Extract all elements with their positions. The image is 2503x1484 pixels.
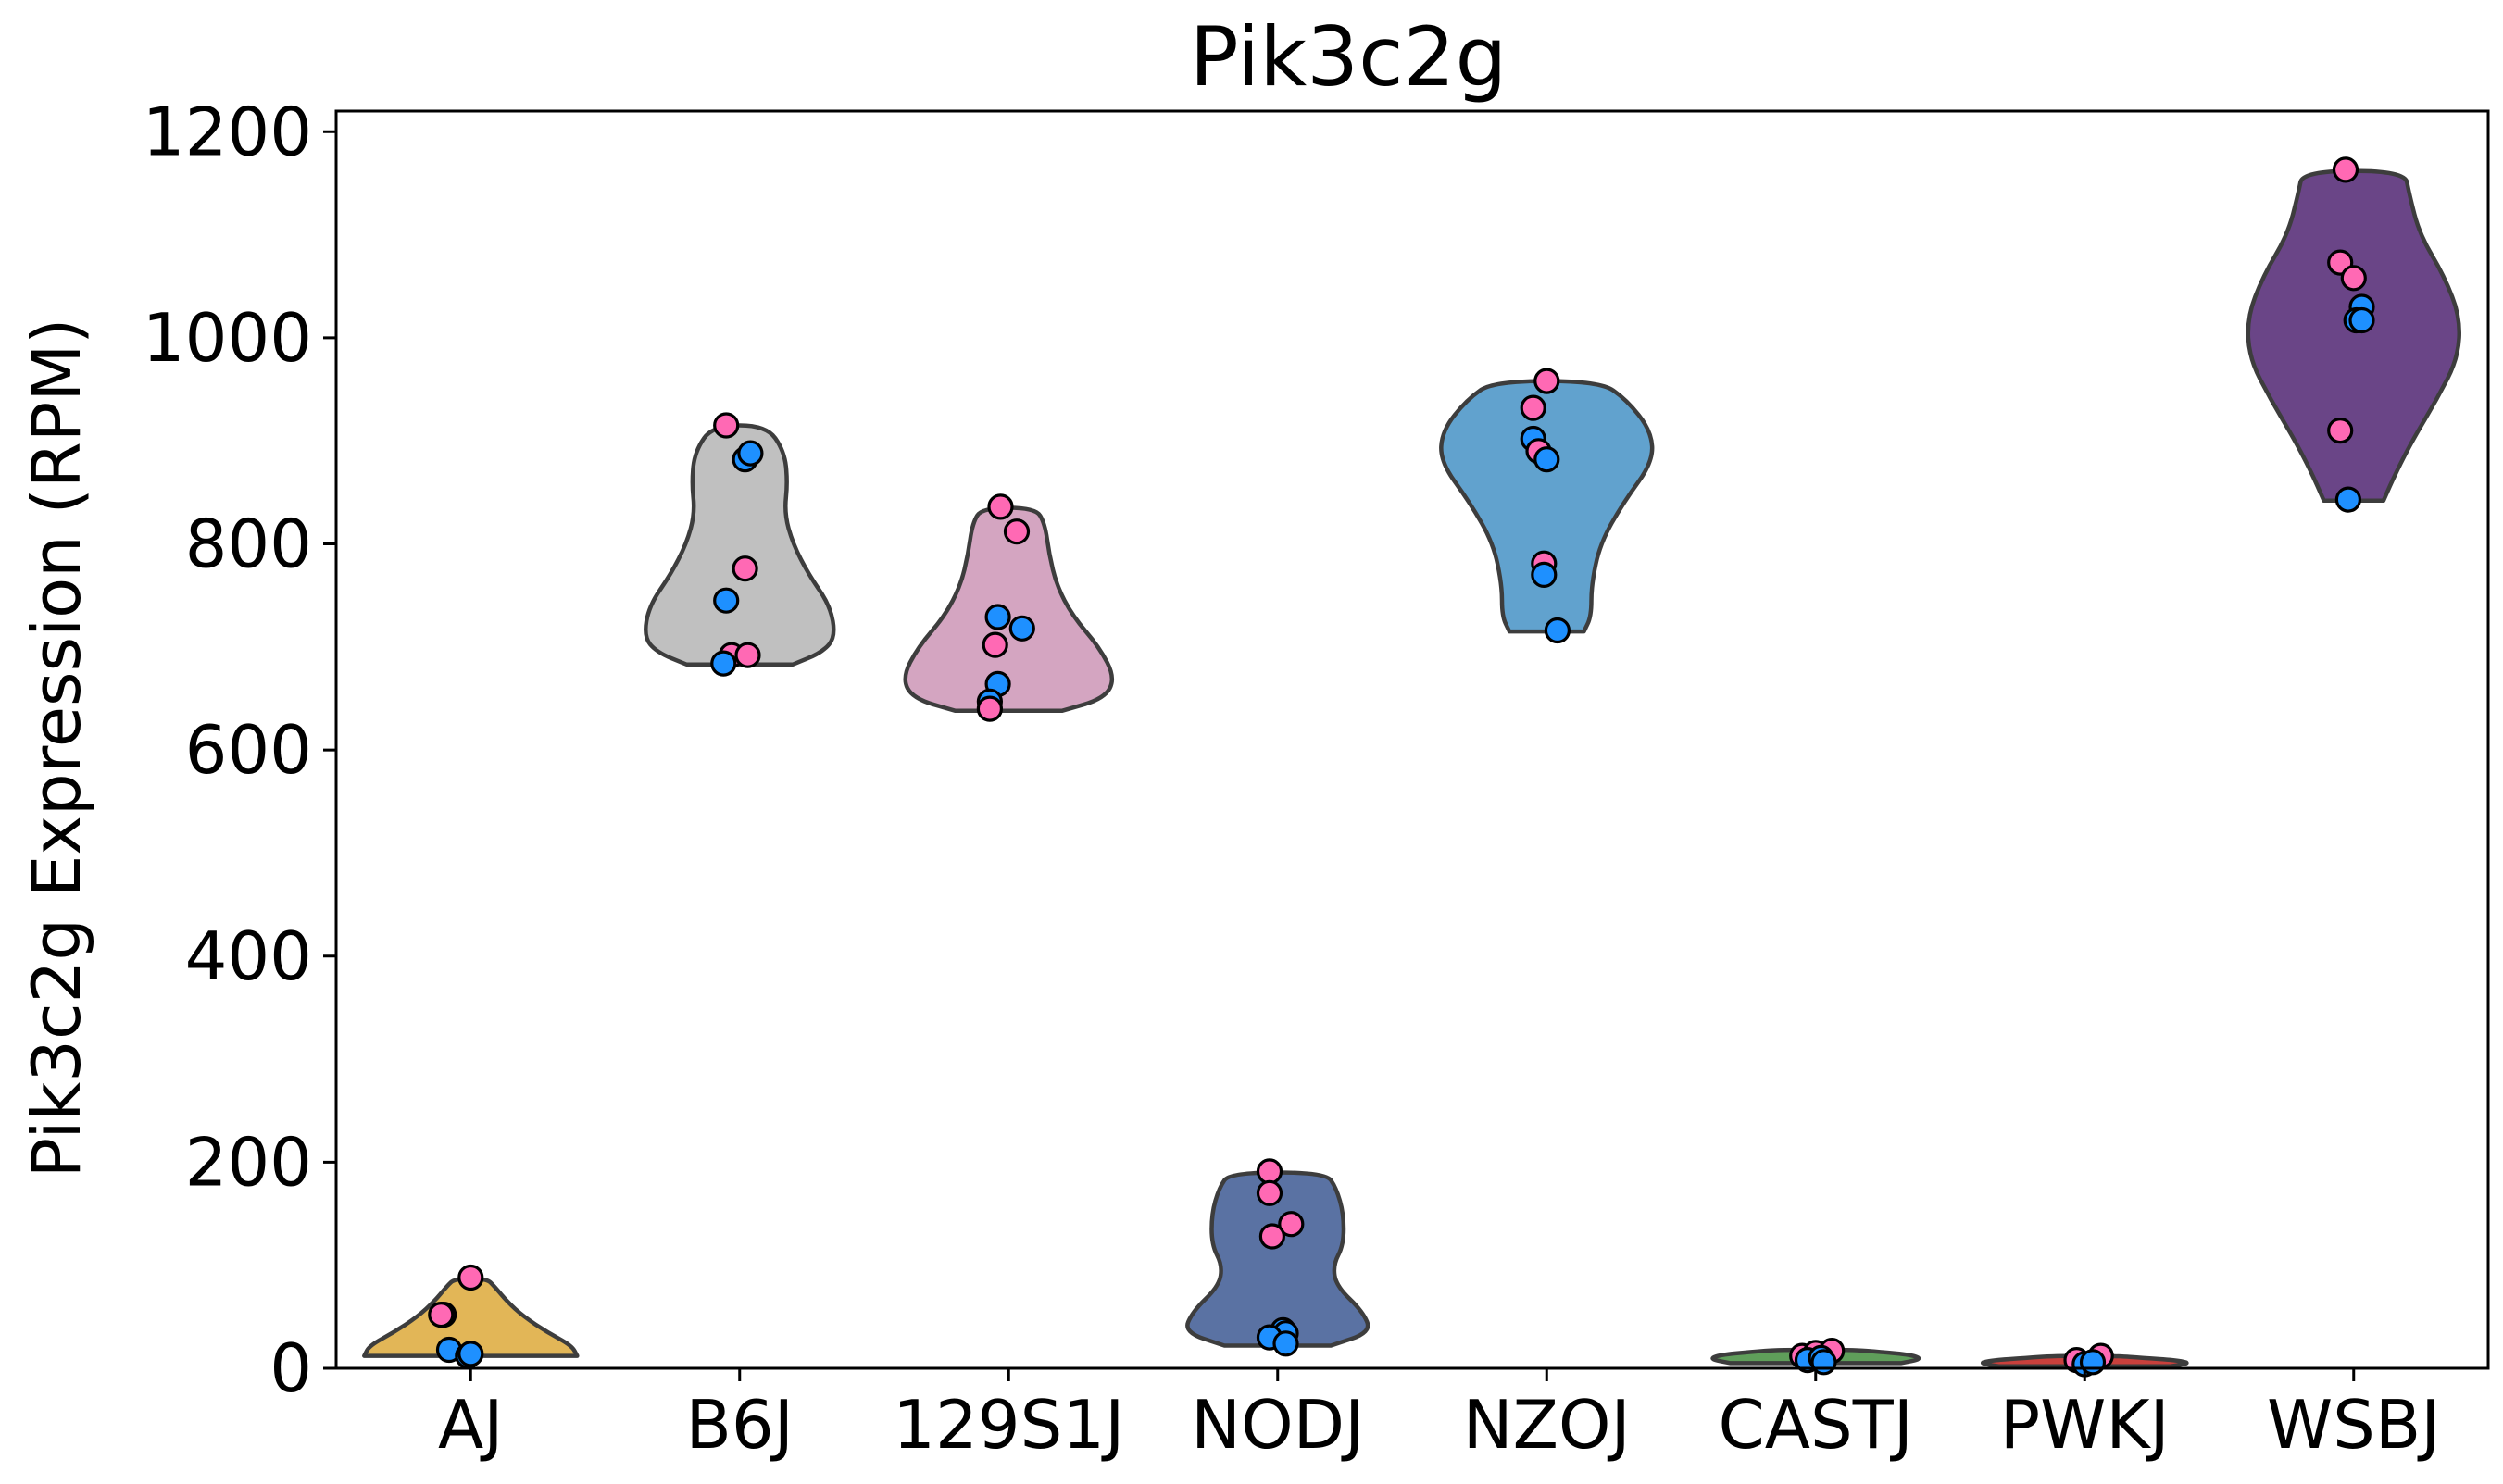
violin-wsbj xyxy=(2246,168,2461,504)
violin-nodj xyxy=(1185,1170,1370,1348)
point-b6j-6 xyxy=(713,412,740,439)
point-b6j-12 xyxy=(734,642,761,668)
plot-frame xyxy=(334,109,2490,1370)
x-tick-label-b6j: B6J xyxy=(686,1386,794,1464)
point-nzoj-37 xyxy=(1544,617,1571,644)
point-nzoj-34 xyxy=(1533,446,1560,473)
y-tick-label-600: 600 xyxy=(185,711,312,789)
point-wsbj-48 xyxy=(2332,156,2359,183)
point-wsbj-53 xyxy=(2348,306,2375,334)
point-b6j-10 xyxy=(713,587,740,614)
point-nodj-25 xyxy=(1258,1223,1286,1250)
violins-layer xyxy=(362,168,2461,1369)
point-129s1j-18 xyxy=(982,631,1008,658)
x-tick-label-nzoj: NZOJ xyxy=(1463,1386,1631,1464)
violin-nzoj xyxy=(1439,379,1655,634)
y-tick-label-0: 0 xyxy=(269,1329,312,1407)
x-tick-label-wsbj: WSBJ xyxy=(2267,1386,2441,1464)
point-nzoj-31 xyxy=(1520,394,1546,421)
x-tick-label-nodj: NODJ xyxy=(1191,1386,1364,1464)
point-b6j-8 xyxy=(737,440,764,467)
chart-title: Pik3c2g xyxy=(1190,9,1508,105)
point-129s1j-16 xyxy=(984,604,1011,630)
point-129s1j-21 xyxy=(976,695,1004,722)
y-tick-label-200: 200 xyxy=(185,1123,312,1201)
point-nodj-22 xyxy=(1256,1158,1283,1185)
points-layer xyxy=(428,156,2375,1378)
y-tick-label-1000: 1000 xyxy=(143,299,312,377)
x-tick-label-aj: AJ xyxy=(438,1386,504,1464)
point-129s1j-15 xyxy=(1003,518,1031,545)
x-tick-label-pwkj: PWKJ xyxy=(2000,1386,2170,1464)
point-aj-5 xyxy=(428,1301,455,1328)
point-aj-4 xyxy=(457,1341,484,1367)
point-wsbj-55 xyxy=(2334,486,2361,513)
violin-b6j xyxy=(644,423,836,667)
point-129s1j-14 xyxy=(987,493,1014,520)
y-tick-label-400: 400 xyxy=(185,917,312,995)
x-tick-label-129s1j: 129S1J xyxy=(893,1386,1124,1464)
point-wsbj-54 xyxy=(2327,418,2354,444)
violin-129s1j xyxy=(903,505,1115,714)
point-nodj-23 xyxy=(1256,1179,1283,1206)
point-nodj-24 xyxy=(1278,1211,1305,1238)
y-axis: 0 200 400 600 800 1000 1200 xyxy=(143,93,336,1407)
point-b6j-9 xyxy=(732,555,758,582)
x-axis: AJ B6J 129S1J NODJ NZOJ CASTJ PWKJ WSBJ xyxy=(438,1368,2441,1464)
point-nodj-29 xyxy=(1272,1330,1299,1357)
point-129s1j-17 xyxy=(1008,615,1035,642)
point-aj-1 xyxy=(457,1264,484,1291)
point-wsbj-50 xyxy=(2340,265,2367,292)
y-tick-label-1200: 1200 xyxy=(143,93,312,170)
x-tick-label-castj: CASTJ xyxy=(1719,1386,1913,1464)
point-nzoj-36 xyxy=(1531,561,1558,589)
y-axis-label: Pik3c2g Expression (RPM) xyxy=(18,318,95,1178)
point-b6j-13 xyxy=(710,650,737,677)
point-nzoj-30 xyxy=(1533,368,1560,394)
y-tick-label-800: 800 xyxy=(185,505,312,583)
